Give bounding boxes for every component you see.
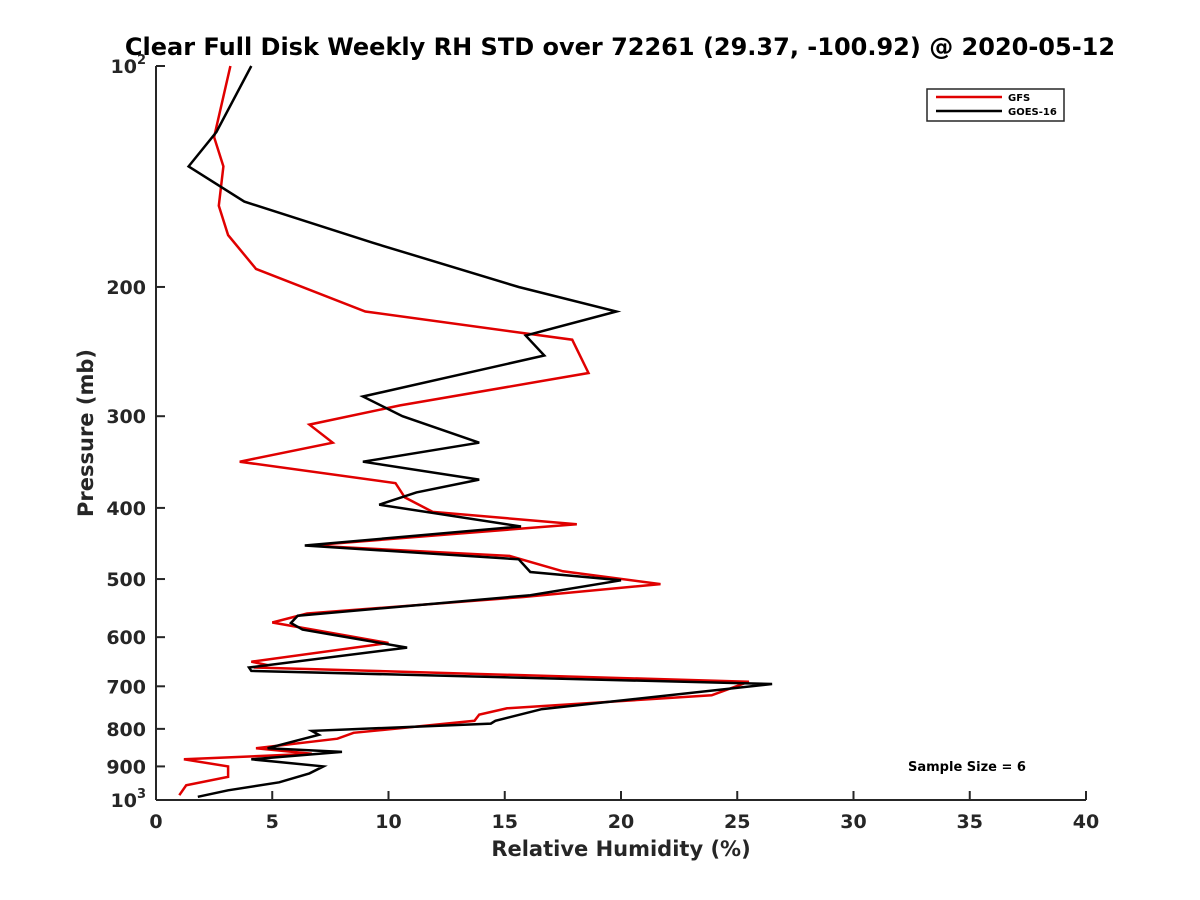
x-tick-label: 5 bbox=[266, 811, 279, 833]
x-tick-label: 30 bbox=[840, 811, 866, 833]
legend-box bbox=[926, 88, 1065, 122]
x-tick-label: 0 bbox=[149, 811, 162, 833]
x-axis-label: Relative Humidity (%) bbox=[491, 837, 750, 861]
x-tick-label: 15 bbox=[492, 811, 518, 833]
y-tick-exponent: 2 bbox=[137, 53, 146, 68]
legend: GFS GOES-16 bbox=[926, 88, 1065, 122]
y-tick-label: 300 bbox=[106, 406, 146, 428]
y-tick-base: 10 bbox=[111, 56, 137, 78]
y-tick-label: 600 bbox=[106, 627, 146, 649]
y-tick-label: 400 bbox=[106, 498, 146, 520]
y-tick-label: 102 bbox=[111, 53, 147, 78]
y-tick-exponent: 3 bbox=[137, 787, 146, 802]
x-tick-label: 20 bbox=[608, 811, 634, 833]
legend-label-gfs: GFS bbox=[1008, 93, 1030, 104]
y-axis-label: Pressure (mb) bbox=[74, 349, 98, 517]
legend-label-goes16: GOES-16 bbox=[1008, 107, 1057, 118]
series-line-gfs bbox=[178, 65, 750, 796]
x-tick-label: 25 bbox=[724, 811, 750, 833]
chart-title: Clear Full Disk Weekly RH STD over 72261… bbox=[125, 33, 1115, 61]
x-tick-label: 35 bbox=[957, 811, 983, 833]
x-axis-ticks: 0 5 10 15 20 25 30 35 40 bbox=[149, 791, 1099, 833]
y-tick-label: 103 bbox=[111, 787, 147, 812]
series-line-goes16 bbox=[186, 65, 773, 799]
y-tick-label: 900 bbox=[106, 756, 146, 778]
x-tick-label: 10 bbox=[375, 811, 401, 833]
y-tick-label: 500 bbox=[106, 569, 146, 591]
x-tick-label: 40 bbox=[1073, 811, 1099, 833]
data-series bbox=[178, 65, 773, 799]
y-tick-base: 10 bbox=[111, 790, 137, 812]
sample-size-annotation: Sample Size = 6 bbox=[908, 760, 1026, 775]
y-tick-label: 800 bbox=[106, 719, 146, 741]
y-tick-label: 700 bbox=[106, 676, 146, 698]
y-tick-label: 200 bbox=[106, 277, 146, 299]
plot-axes bbox=[155, 66, 1086, 801]
